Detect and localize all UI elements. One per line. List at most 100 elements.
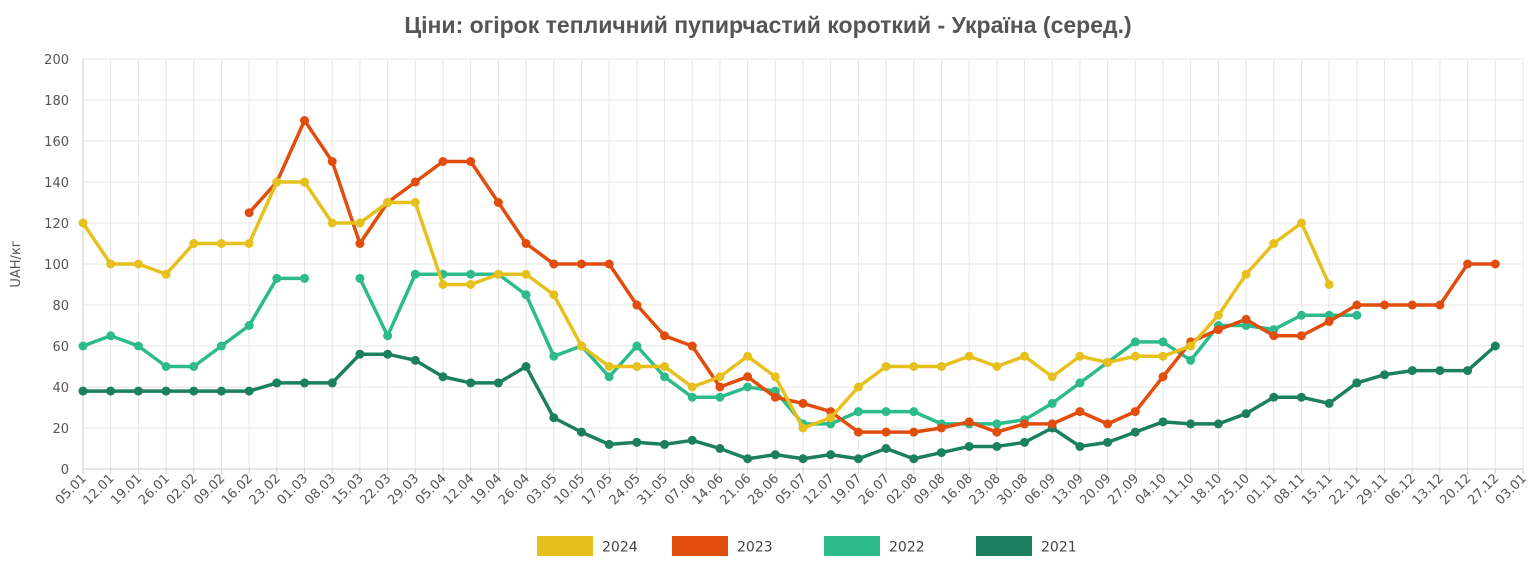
data-point-2022[interactable] bbox=[660, 372, 670, 382]
data-point-2023[interactable] bbox=[466, 157, 476, 166]
data-point-2024[interactable] bbox=[493, 269, 503, 279]
data-point-2023[interactable] bbox=[1213, 325, 1223, 335]
data-point-2022[interactable] bbox=[272, 273, 282, 283]
legend-label-2023[interactable]: 2023 bbox=[737, 540, 773, 556]
data-point-2021[interactable] bbox=[798, 454, 808, 464]
data-point-2021[interactable] bbox=[1130, 427, 1140, 437]
data-point-2021[interactable] bbox=[355, 349, 365, 359]
legend-swatch-2024[interactable] bbox=[537, 536, 593, 556]
data-point-2024[interactable] bbox=[327, 218, 337, 228]
data-point-2024[interactable] bbox=[521, 269, 531, 279]
data-point-2021[interactable] bbox=[216, 386, 226, 396]
data-point-2021[interactable] bbox=[715, 444, 725, 453]
data-point-2023[interactable] bbox=[355, 239, 365, 248]
data-point-2023[interactable] bbox=[300, 116, 310, 125]
data-point-2024[interactable] bbox=[964, 351, 974, 361]
data-point-2023[interactable] bbox=[1047, 419, 1057, 429]
data-point-2023[interactable] bbox=[881, 427, 891, 437]
data-point-2023[interactable] bbox=[632, 300, 642, 310]
data-point-2024[interactable] bbox=[1324, 280, 1334, 289]
data-point-2024[interactable] bbox=[78, 218, 88, 228]
data-point-2021[interactable] bbox=[1186, 419, 1196, 429]
data-point-2024[interactable] bbox=[189, 239, 199, 248]
data-point-2023[interactable] bbox=[1269, 331, 1279, 341]
data-point-2024[interactable] bbox=[660, 362, 670, 371]
data-point-2023[interactable] bbox=[743, 372, 753, 382]
data-point-2023[interactable] bbox=[521, 239, 531, 248]
data-point-2022[interactable] bbox=[1075, 378, 1085, 388]
data-point-2022[interactable] bbox=[826, 419, 836, 429]
data-point-2022[interactable] bbox=[909, 407, 919, 417]
data-point-2022[interactable] bbox=[715, 392, 725, 402]
data-point-2022[interactable] bbox=[770, 386, 780, 396]
data-point-2024[interactable] bbox=[1103, 357, 1113, 367]
data-point-2023[interactable] bbox=[770, 392, 780, 402]
data-point-2024[interactable] bbox=[992, 362, 1002, 371]
data-point-2021[interactable] bbox=[1296, 392, 1306, 402]
data-point-2023[interactable] bbox=[1490, 259, 1500, 269]
data-point-2021[interactable] bbox=[1407, 366, 1417, 376]
data-point-2021[interactable] bbox=[1241, 409, 1251, 419]
data-point-2023[interactable] bbox=[964, 417, 974, 427]
data-point-2024[interactable] bbox=[936, 362, 946, 371]
data-point-2022[interactable] bbox=[1352, 310, 1362, 320]
data-point-2023[interactable] bbox=[1158, 372, 1168, 382]
data-point-2023[interactable] bbox=[1324, 316, 1334, 326]
data-point-2023[interactable] bbox=[660, 331, 670, 341]
legend-label-2021[interactable]: 2021 bbox=[1041, 540, 1077, 556]
data-point-2021[interactable] bbox=[1075, 441, 1085, 451]
data-point-2021[interactable] bbox=[576, 427, 586, 437]
data-point-2024[interactable] bbox=[576, 341, 586, 351]
data-point-2024[interactable] bbox=[604, 362, 614, 371]
data-point-2021[interactable] bbox=[1020, 437, 1030, 447]
data-point-2022[interactable] bbox=[1047, 398, 1057, 408]
data-point-2024[interactable] bbox=[1296, 218, 1306, 228]
legend-swatch-2023[interactable] bbox=[672, 536, 728, 556]
legend-swatch-2021[interactable] bbox=[976, 536, 1032, 556]
data-point-2021[interactable] bbox=[1490, 341, 1500, 351]
data-point-2021[interactable] bbox=[604, 439, 614, 449]
data-point-2024[interactable] bbox=[410, 198, 420, 207]
legend-swatch-2022[interactable] bbox=[824, 536, 880, 556]
data-point-2024[interactable] bbox=[216, 239, 226, 248]
data-point-2022[interactable] bbox=[1241, 321, 1251, 330]
data-point-2024[interactable] bbox=[1186, 341, 1196, 351]
data-point-2021[interactable] bbox=[909, 454, 919, 464]
data-point-2021[interactable] bbox=[1435, 366, 1445, 376]
data-point-2024[interactable] bbox=[909, 362, 919, 371]
data-point-2022[interactable] bbox=[881, 407, 891, 417]
data-point-2021[interactable] bbox=[1213, 419, 1223, 429]
data-point-2021[interactable] bbox=[1269, 392, 1279, 402]
data-point-2021[interactable] bbox=[78, 386, 88, 396]
data-point-2024[interactable] bbox=[244, 239, 254, 248]
data-point-2023[interactable] bbox=[576, 259, 586, 269]
data-point-2022[interactable] bbox=[687, 392, 697, 402]
data-point-2023[interactable] bbox=[1103, 419, 1113, 429]
data-point-2021[interactable] bbox=[161, 386, 171, 396]
data-point-2021[interactable] bbox=[1158, 417, 1168, 427]
legend-label-2024[interactable]: 2024 bbox=[602, 540, 638, 556]
data-point-2021[interactable] bbox=[964, 441, 974, 451]
data-point-2022[interactable] bbox=[161, 362, 171, 371]
data-point-2023[interactable] bbox=[1296, 331, 1306, 341]
data-point-2021[interactable] bbox=[853, 454, 863, 464]
data-point-2021[interactable] bbox=[438, 372, 448, 382]
data-point-2024[interactable] bbox=[466, 280, 476, 289]
data-point-2023[interactable] bbox=[798, 398, 808, 408]
data-point-2021[interactable] bbox=[826, 450, 836, 460]
data-point-2021[interactable] bbox=[521, 362, 531, 371]
data-point-2021[interactable] bbox=[1352, 378, 1362, 388]
data-point-2022[interactable] bbox=[216, 341, 226, 351]
data-point-2024[interactable] bbox=[355, 218, 365, 228]
data-point-2024[interactable] bbox=[438, 280, 448, 289]
legend-label-2022[interactable]: 2022 bbox=[889, 540, 925, 556]
data-point-2021[interactable] bbox=[300, 378, 310, 388]
data-point-2021[interactable] bbox=[687, 435, 697, 445]
data-point-2022[interactable] bbox=[1130, 337, 1140, 347]
data-point-2022[interactable] bbox=[244, 321, 254, 330]
data-point-2022[interactable] bbox=[1186, 355, 1196, 365]
data-point-2023[interactable] bbox=[909, 427, 919, 437]
data-point-2023[interactable] bbox=[992, 427, 1002, 437]
data-point-2023[interactable] bbox=[1020, 419, 1030, 429]
data-point-2022[interactable] bbox=[853, 407, 863, 417]
